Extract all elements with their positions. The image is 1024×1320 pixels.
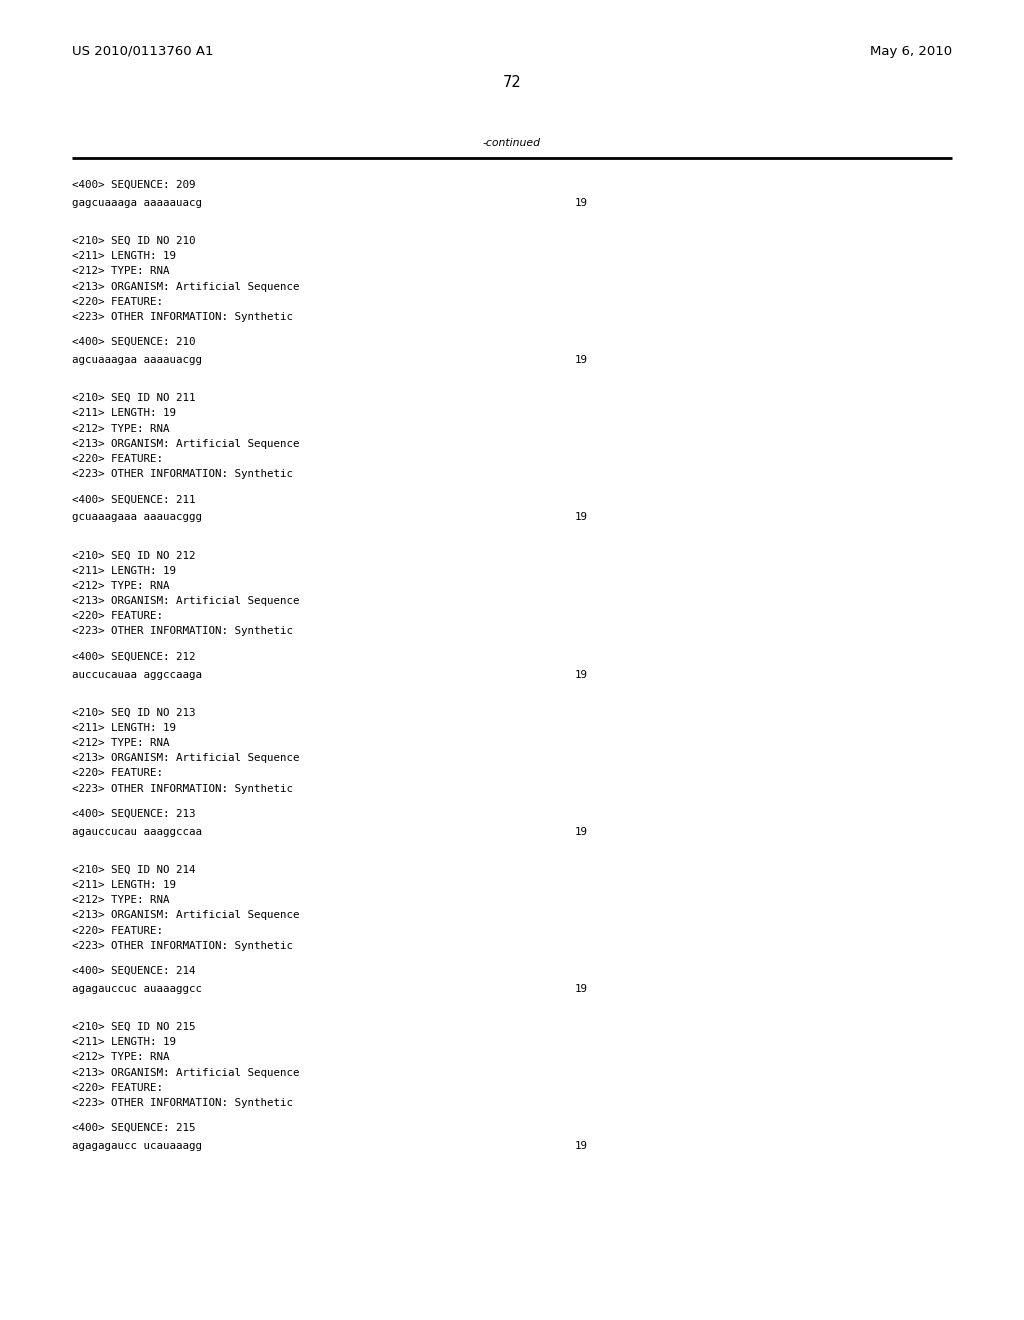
Text: May 6, 2010: May 6, 2010	[869, 45, 952, 58]
Text: <211> LENGTH: 19: <211> LENGTH: 19	[72, 1038, 176, 1047]
Text: <400> SEQUENCE: 215: <400> SEQUENCE: 215	[72, 1123, 196, 1133]
Text: <220> FEATURE:: <220> FEATURE:	[72, 925, 163, 936]
Text: <210> SEQ ID NO 214: <210> SEQ ID NO 214	[72, 865, 196, 875]
Text: <223> OTHER INFORMATION: Synthetic: <223> OTHER INFORMATION: Synthetic	[72, 1098, 293, 1107]
Text: <210> SEQ ID NO 210: <210> SEQ ID NO 210	[72, 236, 196, 246]
Text: 19: 19	[575, 512, 588, 523]
Text: <223> OTHER INFORMATION: Synthetic: <223> OTHER INFORMATION: Synthetic	[72, 941, 293, 950]
Text: 72: 72	[503, 75, 521, 90]
Text: <211> LENGTH: 19: <211> LENGTH: 19	[72, 565, 176, 576]
Text: <400> SEQUENCE: 210: <400> SEQUENCE: 210	[72, 337, 196, 347]
Text: <211> LENGTH: 19: <211> LENGTH: 19	[72, 251, 176, 261]
Text: <400> SEQUENCE: 212: <400> SEQUENCE: 212	[72, 652, 196, 661]
Text: <211> LENGTH: 19: <211> LENGTH: 19	[72, 880, 176, 890]
Text: -continued: -continued	[483, 139, 541, 148]
Text: <220> FEATURE:: <220> FEATURE:	[72, 768, 163, 779]
Text: <400> SEQUENCE: 209: <400> SEQUENCE: 209	[72, 180, 196, 190]
Text: 19: 19	[575, 355, 588, 366]
Text: agcuaaagaa aaaauacgg: agcuaaagaa aaaauacgg	[72, 355, 202, 366]
Text: 19: 19	[575, 1142, 588, 1151]
Text: <213> ORGANISM: Artificial Sequence: <213> ORGANISM: Artificial Sequence	[72, 597, 299, 606]
Text: <212> TYPE: RNA: <212> TYPE: RNA	[72, 1052, 170, 1063]
Text: <212> TYPE: RNA: <212> TYPE: RNA	[72, 895, 170, 906]
Text: <211> LENGTH: 19: <211> LENGTH: 19	[72, 723, 176, 733]
Text: <211> LENGTH: 19: <211> LENGTH: 19	[72, 408, 176, 418]
Text: <210> SEQ ID NO 213: <210> SEQ ID NO 213	[72, 708, 196, 718]
Text: <213> ORGANISM: Artificial Sequence: <213> ORGANISM: Artificial Sequence	[72, 1068, 299, 1077]
Text: <220> FEATURE:: <220> FEATURE:	[72, 454, 163, 465]
Text: <223> OTHER INFORMATION: Synthetic: <223> OTHER INFORMATION: Synthetic	[72, 469, 293, 479]
Text: <400> SEQUENCE: 213: <400> SEQUENCE: 213	[72, 809, 196, 818]
Text: 19: 19	[575, 826, 588, 837]
Text: <220> FEATURE:: <220> FEATURE:	[72, 611, 163, 622]
Text: <212> TYPE: RNA: <212> TYPE: RNA	[72, 267, 170, 276]
Text: <213> ORGANISM: Artificial Sequence: <213> ORGANISM: Artificial Sequence	[72, 438, 299, 449]
Text: gcuaaagaaa aaauacggg: gcuaaagaaa aaauacggg	[72, 512, 202, 523]
Text: <400> SEQUENCE: 214: <400> SEQUENCE: 214	[72, 966, 196, 975]
Text: US 2010/0113760 A1: US 2010/0113760 A1	[72, 45, 213, 58]
Text: gagcuaaaga aaaaauacg: gagcuaaaga aaaaauacg	[72, 198, 202, 209]
Text: <210> SEQ ID NO 211: <210> SEQ ID NO 211	[72, 393, 196, 403]
Text: <210> SEQ ID NO 215: <210> SEQ ID NO 215	[72, 1022, 196, 1032]
Text: <223> OTHER INFORMATION: Synthetic: <223> OTHER INFORMATION: Synthetic	[72, 784, 293, 793]
Text: <212> TYPE: RNA: <212> TYPE: RNA	[72, 424, 170, 433]
Text: <223> OTHER INFORMATION: Synthetic: <223> OTHER INFORMATION: Synthetic	[72, 627, 293, 636]
Text: <212> TYPE: RNA: <212> TYPE: RNA	[72, 738, 170, 748]
Text: 19: 19	[575, 198, 588, 209]
Text: 19: 19	[575, 669, 588, 680]
Text: agagagaucc ucauaaagg: agagagaucc ucauaaagg	[72, 1142, 202, 1151]
Text: agauccucau aaaggccaa: agauccucau aaaggccaa	[72, 826, 202, 837]
Text: <213> ORGANISM: Artificial Sequence: <213> ORGANISM: Artificial Sequence	[72, 754, 299, 763]
Text: auccucauaa aggccaaga: auccucauaa aggccaaga	[72, 669, 202, 680]
Text: <400> SEQUENCE: 211: <400> SEQUENCE: 211	[72, 495, 196, 504]
Text: <210> SEQ ID NO 212: <210> SEQ ID NO 212	[72, 550, 196, 561]
Text: agagauccuc auaaaggcc: agagauccuc auaaaggcc	[72, 983, 202, 994]
Text: <220> FEATURE:: <220> FEATURE:	[72, 1082, 163, 1093]
Text: 19: 19	[575, 983, 588, 994]
Text: <212> TYPE: RNA: <212> TYPE: RNA	[72, 581, 170, 591]
Text: <223> OTHER INFORMATION: Synthetic: <223> OTHER INFORMATION: Synthetic	[72, 312, 293, 322]
Text: <213> ORGANISM: Artificial Sequence: <213> ORGANISM: Artificial Sequence	[72, 281, 299, 292]
Text: <220> FEATURE:: <220> FEATURE:	[72, 297, 163, 306]
Text: <213> ORGANISM: Artificial Sequence: <213> ORGANISM: Artificial Sequence	[72, 911, 299, 920]
